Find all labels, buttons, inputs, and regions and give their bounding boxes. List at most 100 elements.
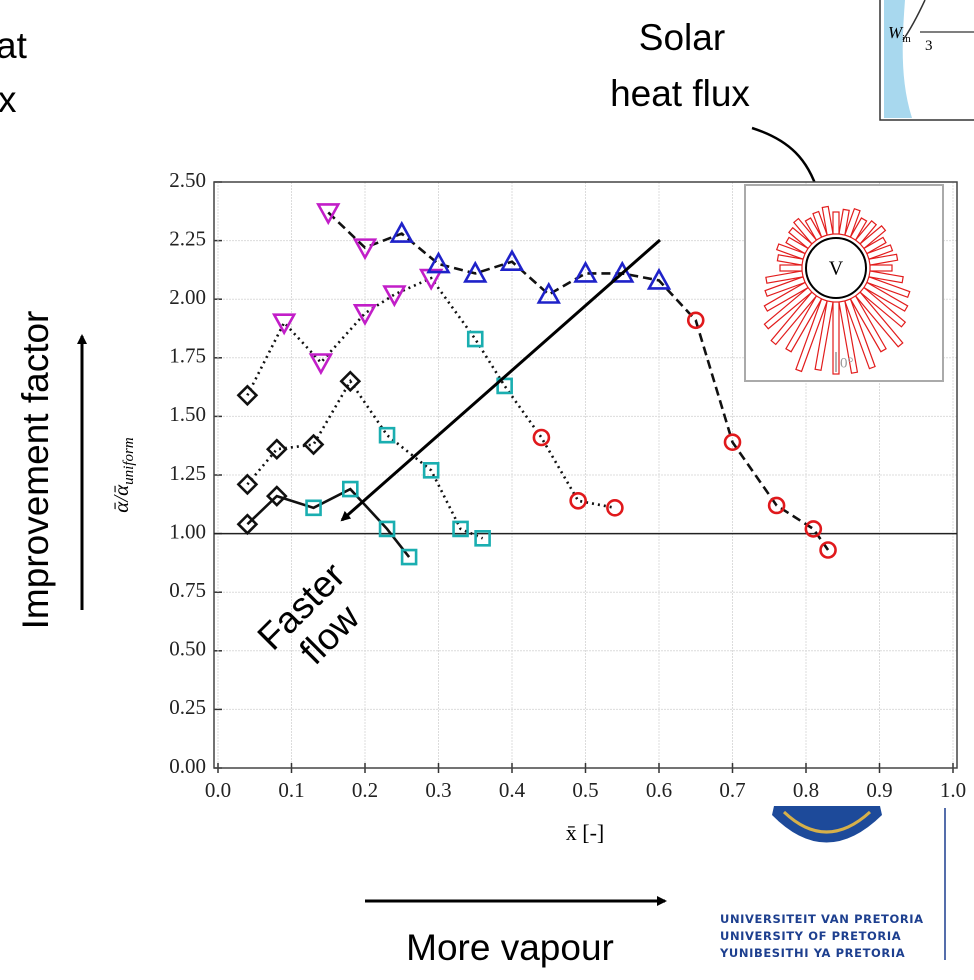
marker [236, 384, 259, 407]
marker [302, 433, 325, 456]
x-tick-label: 0.6 [646, 778, 672, 802]
marker [305, 499, 322, 517]
logo-text: YUNIBESITHI YA PRETORIA [719, 946, 905, 960]
solar-label: Solar [639, 17, 725, 58]
marker [496, 377, 513, 395]
marker [236, 513, 259, 536]
marker [804, 520, 823, 538]
marker [610, 260, 635, 283]
solar-label: heat flux [610, 73, 750, 114]
marker [463, 260, 488, 283]
y-tick-label: 1.75 [169, 344, 206, 368]
x-tick-label: 0.0 [205, 778, 231, 802]
marker [532, 428, 551, 447]
flux-bar [849, 217, 868, 241]
vapour-label: More vapour [406, 927, 614, 968]
marker [352, 238, 378, 261]
flux-bar [844, 298, 876, 370]
inset-label: V [829, 258, 844, 280]
flux-bar [859, 225, 887, 250]
x-tick-label: 0.1 [278, 778, 304, 802]
flux-bar [763, 286, 813, 330]
y-tick-label: 1.25 [169, 461, 206, 485]
marker [606, 499, 624, 517]
tube [805, 237, 867, 299]
flux-bar [763, 281, 809, 312]
flux-bar [779, 264, 803, 272]
marker [352, 303, 378, 326]
marker [418, 268, 444, 291]
flux-bar [814, 300, 834, 371]
marker [342, 480, 359, 498]
flux-bar [869, 264, 893, 272]
marker [378, 520, 396, 538]
flux-bar [776, 254, 804, 266]
improvement-label: Improvement factor [15, 311, 56, 630]
x-tick-label: 1.0 [940, 778, 966, 802]
marker [236, 473, 259, 496]
marker [389, 220, 414, 243]
logo-text: UNIVERSITY OF PRETORIA [720, 929, 901, 943]
x-tick-label: 0.5 [572, 778, 598, 802]
flux-bar [804, 217, 823, 241]
marker [265, 438, 288, 461]
flux-bar [793, 217, 818, 245]
marker [646, 267, 672, 290]
x-tick-label: 0.2 [352, 778, 378, 802]
marker [382, 285, 407, 308]
flux-bar [775, 243, 806, 260]
flux-bar [854, 291, 904, 348]
corner-num: 3 [925, 38, 933, 54]
y-tick-label: 2.00 [169, 285, 206, 309]
flux-bar [863, 236, 887, 255]
corner-diagram: Win 3 [879, 0, 974, 121]
marker [378, 426, 396, 444]
y-tick-label: 2.25 [169, 226, 206, 250]
logo: UNIVERSITEIT VAN PRETORIA UNIVERSITY OF … [719, 806, 946, 960]
arrow [340, 238, 661, 522]
flux-bar [770, 291, 818, 346]
y-tick-label: 1.00 [169, 519, 206, 543]
flux-bar [788, 226, 813, 250]
marker [339, 370, 362, 393]
series-line [327, 211, 830, 551]
x-tick-label: 0.4 [499, 778, 526, 802]
plot-border [213, 181, 958, 769]
cut-text: at [0, 25, 28, 66]
flux-bar [866, 244, 894, 260]
marker [265, 485, 288, 507]
marker [400, 548, 418, 566]
y-tick-label: 0.00 [169, 754, 206, 778]
flux-bar [785, 236, 809, 255]
y-tick-label: 2.50 [169, 168, 206, 192]
flux-bar [868, 270, 904, 284]
marker [499, 249, 525, 271]
flux-bar [821, 205, 834, 236]
y-tick-label: 0.25 [169, 695, 206, 719]
y-tick-label: 1.50 [169, 402, 206, 426]
series-line [246, 276, 616, 510]
marker [573, 260, 598, 283]
cut-text: x [0, 79, 17, 120]
x-tick-label: 0.8 [793, 778, 819, 802]
x-tick-label: 0.7 [719, 778, 745, 802]
plot-area: 0.00 0.25 0.50 0.75 1.00 1.25 1.50 1.75 2.00 2.25… [169, 168, 966, 802]
flux-bar [866, 276, 911, 299]
marker [426, 251, 451, 274]
marker [536, 281, 561, 304]
y-tick-label: 0.50 [169, 637, 206, 661]
marker [422, 462, 440, 479]
marker [474, 529, 491, 547]
flux-bar [765, 270, 804, 284]
y-tick-label: 0.75 [169, 578, 206, 602]
flux-bar [849, 295, 887, 353]
flux-bar [795, 298, 828, 373]
flux-bar [863, 281, 909, 312]
logo-text: UNIVERSITEIT VAN PRETORIA [720, 912, 924, 926]
marker [316, 203, 341, 226]
marker [819, 541, 837, 559]
flux-bar [785, 295, 823, 353]
marker [569, 491, 587, 510]
flux-bar [844, 207, 861, 238]
